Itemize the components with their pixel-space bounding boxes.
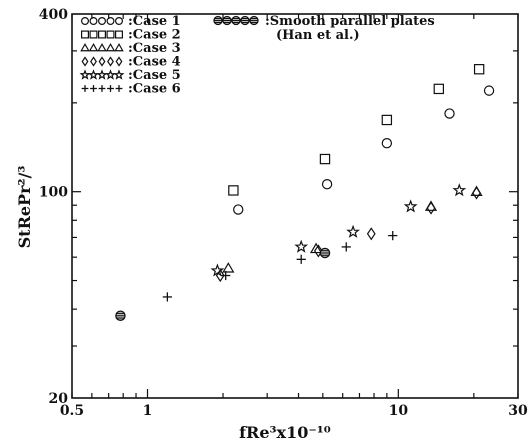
legend-diamond-symbol [90,56,97,67]
legend-diamond-symbol [98,56,106,67]
legend-circle-symbol [106,17,115,26]
legend-label: :Case 3 [128,41,181,56]
y-tick-label: 100 [39,185,68,201]
legend-circle-symbol [97,17,106,26]
triangle-point [222,262,235,273]
series-5 [210,183,467,277]
legend: :Case 1:Case 2:Case 3:Case 4:Case 5:Case… [79,14,435,97]
x-tick-label: 10 [389,403,409,419]
legend-star-symbol [113,69,125,80]
diamond-point [472,186,481,200]
y-tick-label: 400 [39,7,68,23]
circle-point [381,137,393,149]
legend-plus-symbol [107,85,114,92]
legend-square-symbol [80,30,89,39]
legend-label: :Case 4 [128,55,181,70]
x-tick-label: 30 [508,403,528,419]
star-point [346,224,360,238]
legend-star-symbol [79,69,91,80]
x-axis-label: fRe³x10⁻¹⁰ [239,423,331,442]
series-1 [233,85,495,215]
series-6 [162,230,398,302]
hatched-circle-point [319,247,331,259]
star-point [210,263,225,277]
legend-hatched-circle-symbol [240,15,250,26]
legend-star-symbol [96,69,108,80]
legend-diamond-symbol [81,56,89,67]
legend-plus-symbol [90,85,97,92]
star-point [294,239,309,253]
legend-diamond-symbol [107,56,114,67]
legend-label-line2: (Han et al.) [276,28,360,43]
plus-point [162,292,172,302]
legend-circle-symbol [114,17,123,26]
plus-point [296,254,306,264]
legend-triangle-symbol [105,43,116,52]
plus-point [221,270,231,281]
diamond-point [366,227,376,241]
legend-circle-symbol [89,17,98,26]
series-7 [115,247,331,321]
hatched-circle-point [115,310,126,321]
legend-square-symbol [89,30,98,39]
legend-star-symbol [104,69,117,80]
circle-point [321,179,333,190]
legend-square-symbol [97,30,106,39]
square-point [473,64,485,75]
legend-label: :Case 6 [128,82,181,97]
legend-diamond-symbol [115,56,123,67]
legend-hatched-circle-symbol [249,15,259,26]
legend-hatched-circle-symbol [231,15,241,26]
star-point [403,199,418,213]
series-4 [215,186,481,283]
square-point [228,185,239,196]
legend-plus-symbol [81,85,89,92]
legend-label: :Smooth parallel plates [265,14,435,29]
legend-square-symbol [106,30,115,39]
legend-label: :Case 1 [128,14,181,29]
series-2 [228,64,485,196]
legend-hatched-circle-symbol [213,15,223,26]
legend-plus-symbol [115,85,123,92]
y-axis-label: StRePr²/³ [15,166,34,249]
data-points [115,64,495,321]
legend-hatched-circle-symbol [222,15,232,26]
plot-area [71,13,519,399]
diamond-point [426,201,436,215]
plus-point [388,230,398,241]
square-point [319,153,331,165]
legend-triangle-symbol [114,43,124,52]
circle-point [483,85,495,96]
legend-triangle-symbol [97,43,107,52]
x-tick-label: 1 [143,403,153,419]
diamond-point [313,244,323,258]
legend-triangle-symbol [88,43,99,52]
square-point [433,83,445,95]
axes: 0.5 1 10 30 20 100 400 [39,7,528,419]
legend-square-symbol [114,30,123,39]
legend-label: :Case 2 [128,28,181,43]
star-point [452,183,467,197]
legend-triangle-symbol [80,43,90,52]
legend-star-symbol [87,69,100,80]
legend-circle-symbol [80,17,89,26]
plus-point [341,242,351,252]
x-tick-label: 0.5 [60,403,84,419]
square-point [381,114,393,126]
circle-point [233,204,244,215]
legend-plus-symbol [98,85,106,92]
circle-point [444,108,455,119]
y-tick-label: 20 [49,391,69,407]
plot-frame [71,13,519,399]
legend-label: :Case 5 [128,68,181,83]
